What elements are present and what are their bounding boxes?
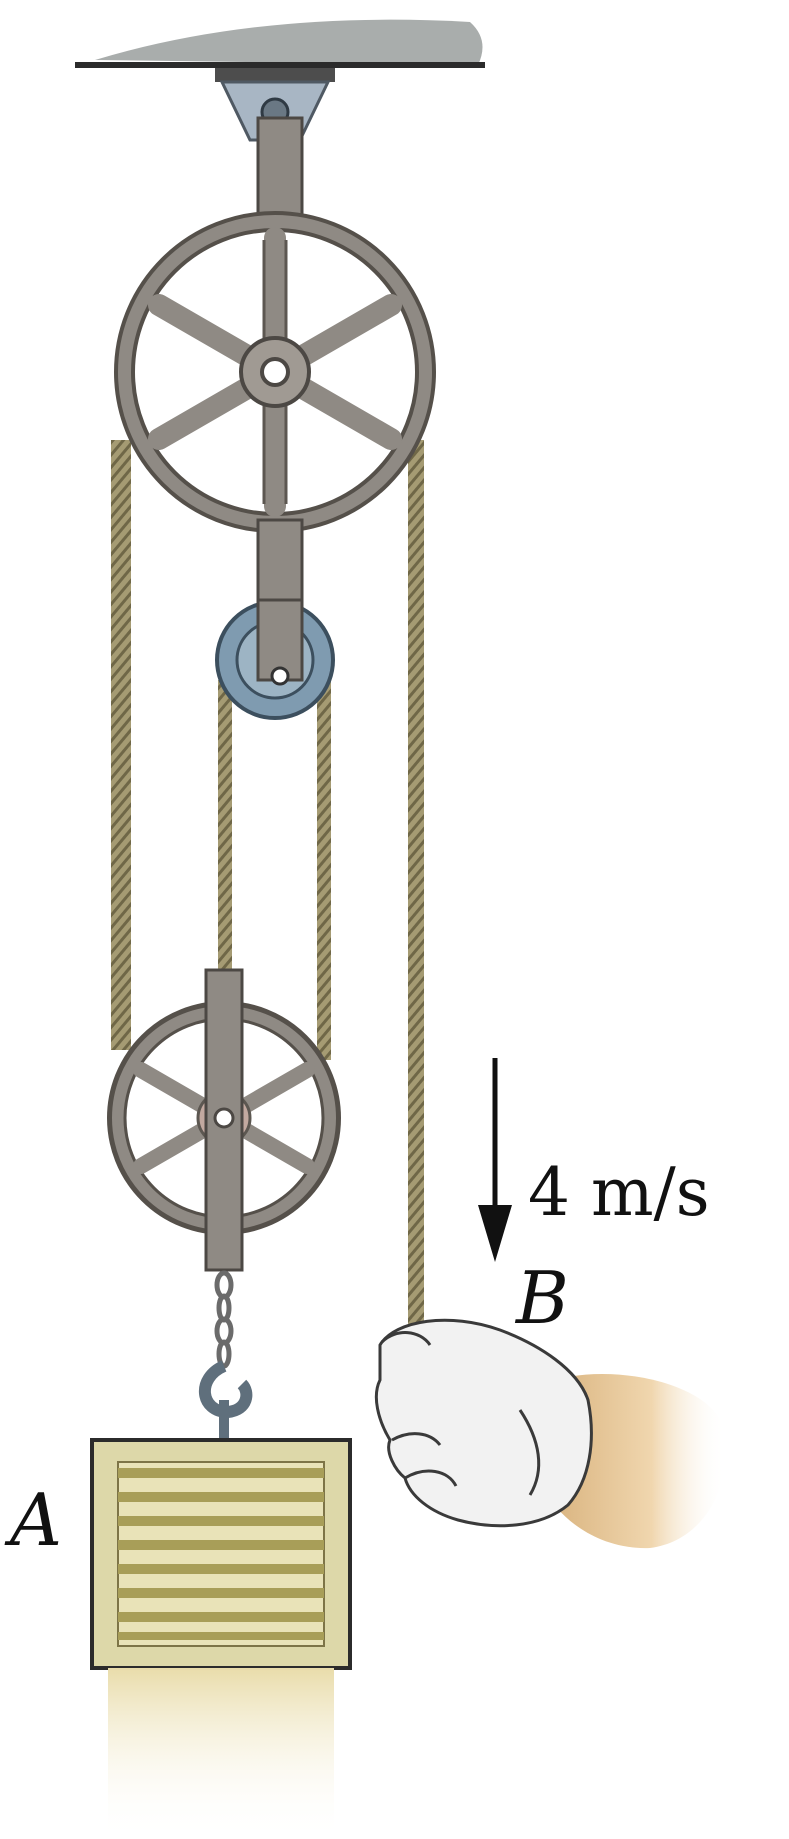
upper-pulley <box>114 211 436 533</box>
ceiling <box>75 19 485 68</box>
speed-label: 4 m/s <box>528 1154 710 1231</box>
small-pulley <box>215 598 335 720</box>
down-arrow-icon <box>478 1058 512 1262</box>
motion-fade <box>108 1668 334 1839</box>
crate-a <box>90 1438 352 1670</box>
rope <box>111 440 424 1440</box>
chain-hook <box>199 1270 253 1440</box>
upper-hanger-bar <box>256 116 304 230</box>
block-a-label: A <box>10 1478 62 1562</box>
point-b-label: B <box>516 1256 569 1340</box>
gloved-hand-icon <box>374 1318 726 1549</box>
lower-pulley <box>107 968 341 1272</box>
